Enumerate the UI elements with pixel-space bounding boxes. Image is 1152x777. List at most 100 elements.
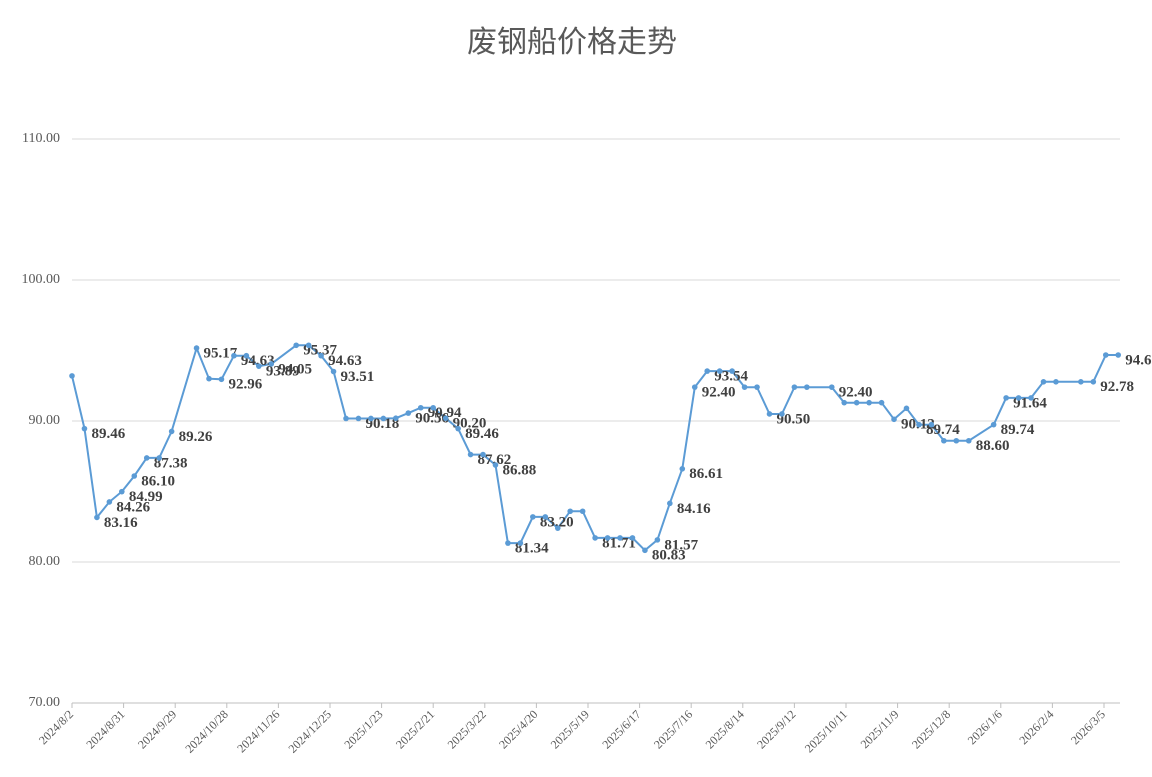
point (417, 404, 424, 411)
point (467, 451, 474, 458)
point (231, 352, 237, 359)
point (206, 375, 212, 382)
data-label: 87.38 (154, 455, 188, 471)
x-tick-label: 2024/10/28 (182, 707, 231, 756)
point (131, 473, 138, 479)
point (69, 373, 75, 379)
point (106, 499, 113, 505)
point (916, 421, 922, 428)
point (679, 465, 686, 472)
y-tick-label: 110.00 (22, 131, 60, 146)
data-label: 92.40 (702, 385, 736, 401)
data-label: 83.16 (104, 515, 138, 531)
point (928, 421, 935, 428)
data-label: 90.50 (776, 411, 810, 427)
point (741, 384, 748, 390)
point (268, 361, 275, 367)
point (243, 352, 250, 359)
point (766, 411, 773, 417)
y-tick-label: 80.00 (29, 554, 61, 569)
data-label: 92.40 (839, 385, 873, 401)
point (754, 384, 760, 390)
point (343, 415, 349, 422)
point (629, 535, 636, 541)
x-tick-label: 2026/2/4 (1016, 707, 1056, 747)
data-label: 88.60 (976, 438, 1010, 454)
point (729, 368, 735, 374)
y-tick-label: 90.00 (29, 413, 61, 428)
data-label: 93.89 (266, 364, 300, 380)
x-tick-label: 2024/8/31 (83, 707, 127, 751)
data-label: 91.64 (1013, 395, 1047, 411)
point (368, 415, 374, 422)
point (517, 540, 524, 546)
data-label: 84.99 (129, 489, 163, 505)
point (642, 547, 648, 554)
data-label: 89.74 (1001, 422, 1035, 438)
point (492, 462, 499, 468)
point (455, 425, 461, 432)
point (293, 342, 299, 349)
point (94, 514, 100, 521)
point (218, 376, 225, 383)
y-tick-label: 100.00 (22, 272, 61, 287)
data-label: 81.57 (664, 537, 698, 553)
point (567, 508, 574, 515)
y-tick-label: 70.00 (29, 695, 61, 710)
data-label: 92.96 (228, 377, 262, 393)
point (990, 421, 997, 428)
x-tick-label: 2025/2/21 (393, 707, 437, 751)
point (1003, 395, 1009, 401)
point (1115, 352, 1122, 358)
point (1015, 395, 1022, 401)
data-label: 81.71 (602, 535, 636, 551)
data-label: 89.26 (179, 429, 213, 445)
x-tick-label: 2025/7/16 (651, 707, 695, 751)
data-label: 90.20 (453, 416, 487, 432)
point (579, 508, 586, 515)
data-label: 94.05 (278, 361, 312, 377)
point (1040, 379, 1047, 385)
point (480, 451, 486, 458)
point (804, 384, 810, 390)
x-tick-label: 2024/12/25 (286, 707, 335, 756)
point (1102, 352, 1109, 358)
point (1028, 395, 1034, 401)
point (143, 455, 150, 461)
x-tick-label: 2026/1/6 (965, 707, 1005, 747)
x-tick-label: 2024/8/2 (36, 707, 76, 747)
point (716, 368, 723, 374)
point (256, 363, 262, 369)
point (530, 514, 536, 520)
point (1090, 379, 1097, 385)
data-label: 87.62 (478, 452, 512, 468)
point (667, 500, 673, 507)
point (168, 428, 175, 435)
point (554, 525, 561, 531)
data-label: 84.26 (116, 499, 150, 515)
point (866, 399, 872, 406)
point (330, 368, 337, 375)
point (691, 384, 698, 390)
point (903, 405, 910, 412)
data-label: 94.68 (1125, 352, 1152, 368)
point (1053, 379, 1059, 385)
data-label: 83.20 (540, 514, 574, 530)
data-label: 90.56 (415, 411, 449, 427)
point (393, 415, 399, 421)
point (505, 540, 511, 546)
data-label: 86.88 (502, 462, 536, 478)
x-tick-label: 2024/11/26 (234, 707, 282, 755)
x-tick-label: 2025/11/9 (858, 707, 902, 751)
data-label: 86.61 (689, 466, 723, 482)
point (442, 415, 449, 421)
point (704, 368, 711, 374)
point (1078, 379, 1084, 385)
point (305, 342, 312, 349)
data-label: 94.63 (328, 353, 362, 369)
point (355, 415, 362, 422)
point (878, 399, 885, 406)
data-label: 90.94 (428, 405, 462, 421)
point (380, 415, 387, 422)
